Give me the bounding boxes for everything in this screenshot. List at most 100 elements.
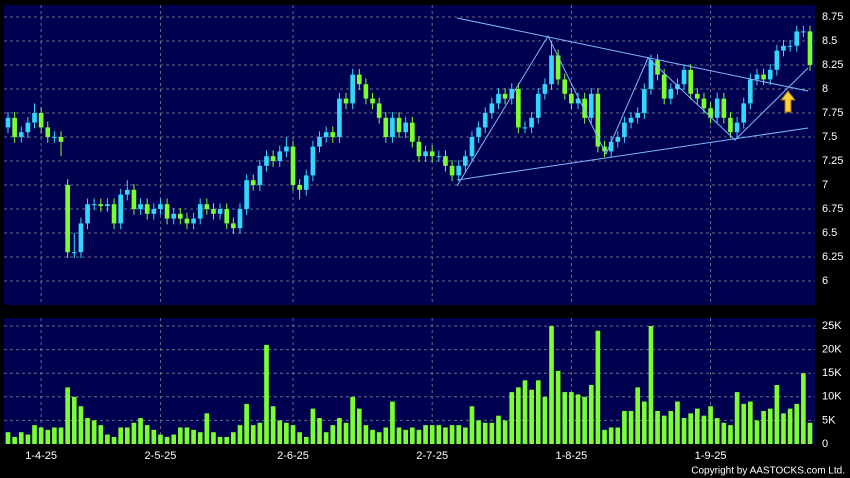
candle-body <box>111 204 117 224</box>
volume-tick-label: 20K <box>822 344 842 356</box>
candle-body <box>217 209 223 214</box>
volume-panel <box>4 318 815 444</box>
volume-bar <box>695 408 700 444</box>
candle-body <box>144 204 150 214</box>
volume-bar <box>65 387 70 444</box>
volume-bar <box>688 413 694 444</box>
y-tick-label: 8.25 <box>822 59 843 71</box>
volume-bar <box>290 425 296 444</box>
candle-body <box>641 89 647 113</box>
candle-body <box>244 180 249 209</box>
volume-bar <box>138 418 143 444</box>
candle-body <box>774 50 780 70</box>
candle-body <box>184 218 190 224</box>
x-tick-label: 1-9-25 <box>695 450 727 462</box>
candle-body <box>370 98 375 104</box>
candle-body <box>58 137 64 142</box>
candle-body <box>45 127 51 137</box>
y-tick-label: 8.5 <box>822 35 837 47</box>
candle-body <box>350 74 355 104</box>
volume-bar <box>569 392 574 444</box>
candle-body <box>52 137 57 138</box>
volume-bar <box>734 392 740 444</box>
volume-bar <box>131 422 137 444</box>
candle-body <box>105 204 110 207</box>
candle-body <box>661 74 667 99</box>
arrow-icon <box>779 90 797 113</box>
candle-body <box>602 146 607 152</box>
candle-body <box>91 204 97 206</box>
candle-body <box>588 93 594 118</box>
candle-body <box>65 185 70 253</box>
candle-body <box>118 194 123 224</box>
candle-body <box>608 141 614 152</box>
candle-body <box>542 84 548 94</box>
candle-body <box>708 108 713 118</box>
volume-bar <box>482 422 488 444</box>
candle-body <box>191 218 196 224</box>
price-panel <box>4 5 815 305</box>
volume-bar <box>436 425 442 444</box>
candle-body <box>197 204 203 219</box>
candle-body <box>224 209 230 224</box>
y-tick-label: 6 <box>822 275 828 287</box>
volume-bar <box>151 429 157 444</box>
volume-bar <box>781 413 786 444</box>
x-tick-label: 1-4-25 <box>25 450 57 462</box>
candle-body <box>721 98 727 118</box>
volume-bar <box>542 396 548 444</box>
candle-body <box>535 93 541 118</box>
trend-line <box>456 17 809 92</box>
volume-bar <box>635 387 640 444</box>
volume-bar <box>801 373 806 444</box>
volume-bar <box>675 401 680 444</box>
volume-bar <box>204 413 210 444</box>
volume-bar <box>124 427 130 444</box>
candle-body <box>343 98 349 104</box>
volume-bar <box>144 425 150 444</box>
volume-bar <box>330 425 336 444</box>
volume-bar <box>714 418 720 444</box>
candle-body <box>748 79 753 104</box>
candle-body <box>423 151 428 157</box>
candle-body <box>416 141 422 157</box>
volume-bar <box>655 410 660 444</box>
y-tick-label: 7 <box>822 179 828 191</box>
volume-bar <box>787 408 793 444</box>
candle-body <box>509 89 515 99</box>
volume-tick-label: 15K <box>822 367 842 379</box>
volume-bar <box>615 427 621 444</box>
volume-bar <box>595 330 601 444</box>
volume-bar <box>767 408 773 444</box>
volume-bar <box>244 403 249 444</box>
candle-body <box>582 98 587 118</box>
candle-body <box>443 156 448 166</box>
candle-body <box>456 165 462 176</box>
candle-body <box>32 113 37 123</box>
volume-bar <box>582 396 587 444</box>
volume-bar <box>423 425 428 444</box>
volume-tick-label: 0 <box>822 438 828 450</box>
volume-bar <box>390 401 395 444</box>
candle-body <box>85 204 90 224</box>
volume-bar <box>25 434 31 444</box>
candle-body <box>5 117 11 128</box>
candle-body <box>390 117 395 137</box>
y-tick-label: 7.5 <box>822 131 837 143</box>
volume-bar <box>224 436 230 444</box>
candle-body <box>98 204 104 207</box>
volume-bar <box>343 422 349 444</box>
volume-bar <box>555 370 561 444</box>
candle-body <box>761 74 766 80</box>
candle-body <box>178 213 183 219</box>
volume-bar <box>78 406 84 444</box>
volume-bar <box>728 425 733 444</box>
volume-bar <box>721 422 727 444</box>
candle-body <box>317 137 322 147</box>
volume-bar <box>708 406 713 444</box>
candle-body <box>383 117 389 137</box>
volume-bar <box>396 427 402 444</box>
candle-body <box>575 98 581 104</box>
volume-bar <box>794 403 800 444</box>
candle-body <box>794 31 800 46</box>
